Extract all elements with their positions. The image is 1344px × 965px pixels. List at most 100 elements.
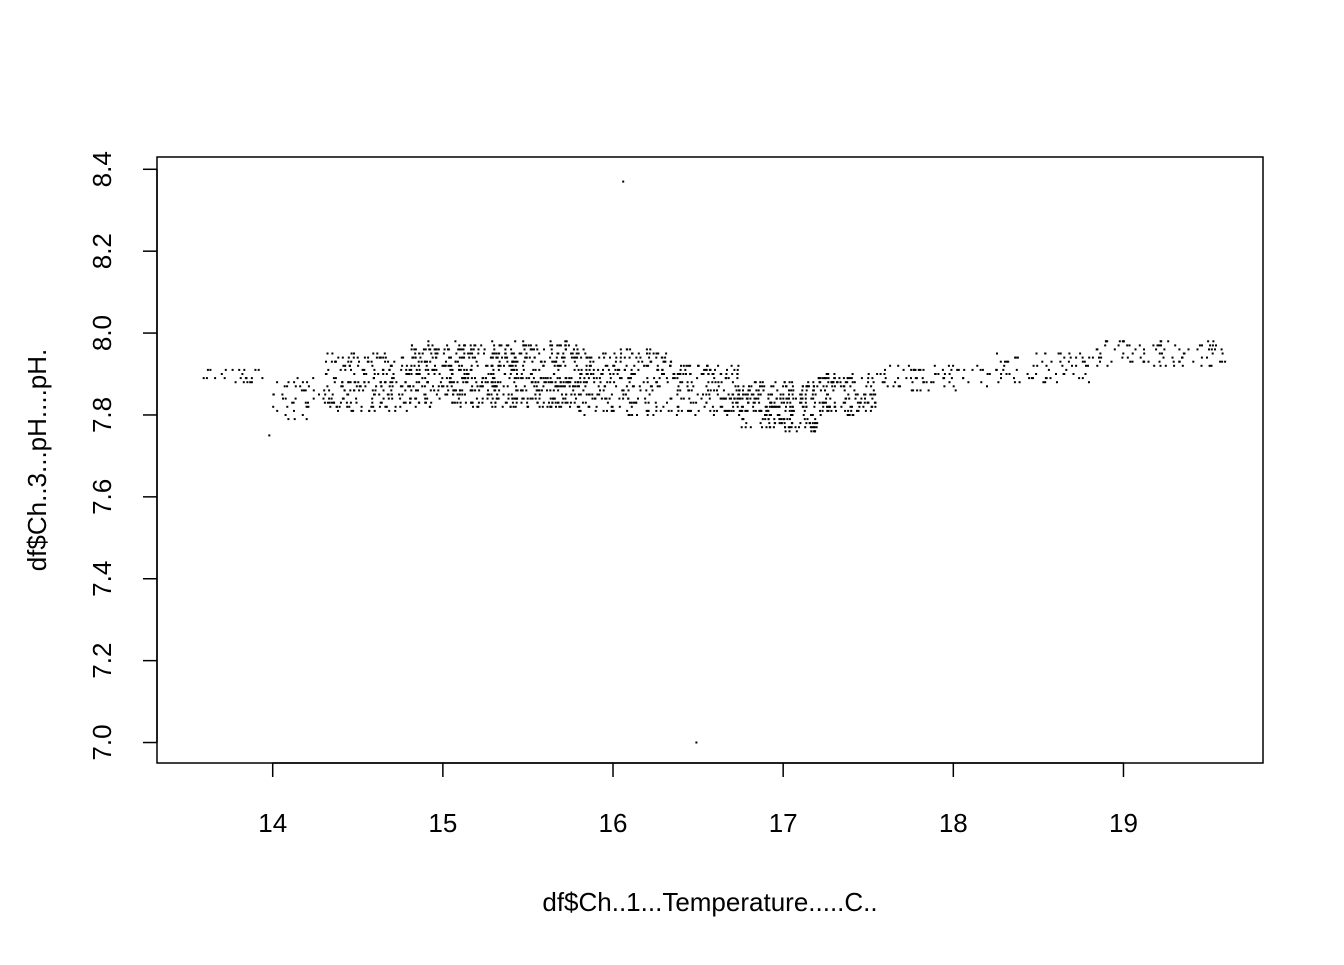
data-point <box>952 385 955 388</box>
data-point <box>585 368 588 371</box>
data-point <box>648 356 651 359</box>
data-point <box>737 385 740 388</box>
data-point <box>665 377 668 380</box>
data-point <box>515 385 518 388</box>
data-point <box>610 409 613 412</box>
data-point <box>490 373 493 375</box>
data-point <box>564 364 567 367</box>
data-point <box>460 364 463 367</box>
data-point <box>341 356 344 359</box>
x-tick-label: 17 <box>769 808 798 838</box>
data-point <box>637 368 640 371</box>
data-point <box>1013 381 1016 384</box>
data-point <box>761 381 764 384</box>
data-point <box>655 352 658 355</box>
data-point <box>521 397 524 400</box>
data-point <box>491 397 494 400</box>
data-point <box>757 389 760 392</box>
data-point <box>859 401 861 404</box>
data-point <box>685 373 687 375</box>
data-point <box>731 373 734 375</box>
data-point <box>933 364 936 367</box>
data-point <box>424 377 427 380</box>
data-point <box>666 381 669 384</box>
data-point <box>299 385 302 388</box>
data-point <box>449 368 452 371</box>
data-point <box>562 352 565 355</box>
data-point <box>421 352 424 355</box>
data-point <box>281 393 284 396</box>
data-point <box>1158 360 1161 363</box>
data-point <box>360 405 363 408</box>
data-point <box>860 377 863 380</box>
data-point <box>914 368 917 371</box>
data-point <box>741 418 744 421</box>
data-point <box>491 381 494 384</box>
data-point <box>513 356 516 359</box>
data-point <box>780 401 783 404</box>
data-point <box>293 418 296 421</box>
data-point <box>752 401 755 404</box>
data-point <box>995 368 998 371</box>
data-point <box>801 389 804 392</box>
data-point <box>648 352 651 355</box>
data-point <box>393 360 396 363</box>
data-point <box>1207 340 1210 343</box>
data-point <box>385 405 388 408</box>
data-point <box>528 356 531 359</box>
data-point <box>569 381 572 384</box>
data-point <box>404 381 407 384</box>
data-point <box>948 381 951 384</box>
data-point <box>801 405 804 408</box>
data-point <box>1167 340 1170 343</box>
y-axis-label: df$Ch..3...pH....pH. <box>22 349 52 572</box>
data-point <box>831 385 834 388</box>
data-point <box>498 344 501 347</box>
data-point <box>353 352 355 355</box>
data-point <box>609 377 612 380</box>
data-point <box>850 377 853 380</box>
data-point <box>367 356 370 359</box>
data-point <box>372 352 375 355</box>
data-point <box>633 364 636 367</box>
data-point <box>1210 348 1213 351</box>
data-point <box>623 356 626 359</box>
data-point <box>546 405 549 408</box>
data-point <box>540 389 543 392</box>
data-point <box>879 373 882 375</box>
data-point <box>1072 373 1075 375</box>
data-point <box>804 426 807 429</box>
data-point <box>842 385 845 388</box>
data-point <box>657 352 660 355</box>
data-point <box>708 397 711 400</box>
data-point <box>620 352 623 355</box>
data-point <box>516 373 518 375</box>
data-point <box>798 426 800 429</box>
data-point <box>1083 360 1086 363</box>
data-point <box>979 368 982 371</box>
data-point <box>746 397 749 400</box>
data-point <box>825 373 828 375</box>
data-point <box>373 373 376 375</box>
data-point <box>276 409 279 412</box>
data-point <box>418 373 421 375</box>
data-point <box>494 401 497 404</box>
data-point <box>1091 356 1094 359</box>
data-point <box>805 405 808 408</box>
data-point <box>424 348 427 351</box>
data-point <box>517 377 520 380</box>
data-point <box>795 397 797 400</box>
data-point <box>884 368 886 371</box>
data-point <box>602 352 605 355</box>
data-point <box>483 352 485 355</box>
data-point <box>894 381 897 384</box>
data-point <box>744 409 747 412</box>
data-point <box>881 381 884 384</box>
data-point <box>549 397 552 400</box>
data-point <box>1004 360 1006 363</box>
data-point <box>427 368 430 371</box>
data-point <box>453 389 456 392</box>
data-point <box>423 385 426 388</box>
data-point <box>551 401 554 404</box>
data-point <box>759 381 762 384</box>
